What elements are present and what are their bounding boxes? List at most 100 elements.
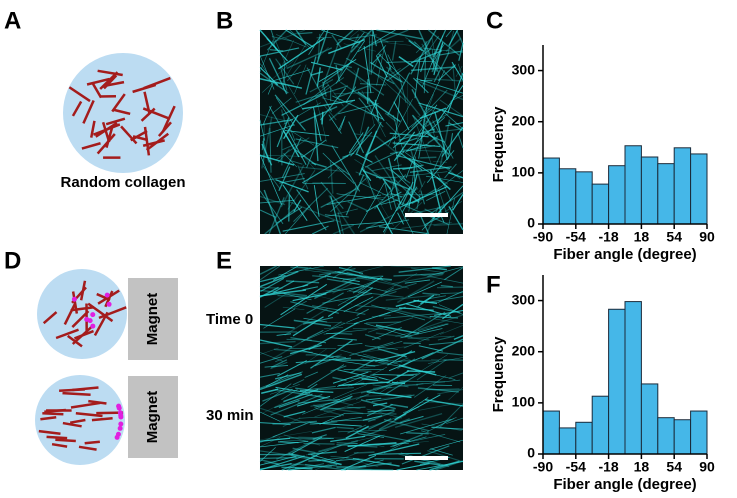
fiber	[392, 114, 405, 154]
fiber	[447, 133, 454, 159]
bar	[575, 421, 593, 455]
bar	[673, 419, 692, 455]
fiber	[332, 265, 353, 279]
fiber	[372, 29, 377, 47]
fiber	[338, 266, 364, 275]
fiber	[259, 119, 266, 141]
time-label: 30 min	[206, 407, 254, 424]
fiber	[259, 66, 279, 86]
fiber	[280, 283, 328, 316]
magnet	[128, 278, 178, 360]
fiber	[394, 171, 448, 178]
fiber	[259, 422, 291, 426]
fiber	[332, 384, 367, 399]
fiber	[359, 107, 367, 134]
fiber	[356, 430, 411, 442]
fiber	[377, 348, 407, 358]
fiber	[310, 400, 343, 407]
fiber	[337, 369, 377, 379]
fiber	[418, 120, 428, 134]
fiber	[264, 293, 287, 308]
fiber	[405, 186, 448, 206]
fiber	[433, 52, 450, 83]
fiber	[259, 383, 292, 407]
fiber	[284, 205, 311, 235]
fiber	[304, 371, 319, 378]
fiber	[347, 424, 367, 434]
bar	[575, 171, 593, 225]
fiber	[282, 417, 301, 428]
fiber	[422, 47, 464, 53]
fiber	[268, 197, 285, 235]
fiber	[292, 447, 316, 454]
fiber	[433, 160, 448, 163]
fiber	[318, 59, 357, 82]
fiber	[415, 37, 432, 54]
fiber	[328, 114, 342, 134]
fiber	[444, 200, 463, 212]
fiber	[111, 93, 126, 113]
fiber	[273, 348, 313, 354]
fiber	[337, 34, 360, 79]
fiber	[259, 373, 303, 391]
fiber	[400, 328, 443, 339]
fiber	[295, 85, 349, 103]
fiber	[441, 303, 464, 320]
bar	[558, 168, 577, 225]
magnet-label: Magnet	[144, 293, 161, 346]
fiber	[340, 81, 376, 106]
fiber	[357, 29, 396, 53]
fiber	[84, 440, 100, 445]
fiber	[414, 104, 438, 147]
bar	[591, 395, 610, 455]
fiber	[433, 42, 444, 76]
fiber	[316, 387, 354, 391]
fiber	[435, 417, 455, 428]
fiber	[93, 311, 109, 337]
fiber	[414, 79, 464, 101]
fiber	[313, 294, 353, 305]
fiber	[389, 186, 398, 212]
fiber	[337, 271, 384, 280]
fiber	[440, 284, 453, 288]
fiber	[420, 156, 437, 159]
fiber	[390, 168, 421, 198]
fiber	[421, 423, 463, 431]
fiber	[390, 436, 427, 447]
fiber	[437, 389, 464, 395]
particle	[90, 312, 96, 318]
fiber	[268, 106, 291, 143]
fiber	[452, 194, 464, 211]
fiber	[395, 323, 448, 337]
fiber	[315, 77, 345, 98]
fiber	[309, 79, 334, 93]
fiber	[313, 112, 319, 162]
fiber	[404, 311, 446, 338]
particle	[87, 318, 93, 324]
fiber	[409, 148, 423, 188]
fiber	[410, 29, 437, 75]
fiber	[430, 42, 446, 65]
fiber	[55, 328, 79, 340]
fiber	[311, 426, 336, 434]
fiber	[371, 327, 402, 341]
fiber	[448, 171, 464, 179]
fiber	[448, 29, 459, 46]
fiber	[274, 393, 313, 409]
fiber	[289, 437, 334, 440]
x-tick-label: -90	[533, 229, 553, 245]
fiber	[445, 122, 464, 127]
fiber	[423, 41, 427, 94]
fiber	[38, 429, 61, 436]
fiber	[336, 29, 354, 46]
fiber	[259, 265, 281, 281]
fiber	[91, 416, 113, 422]
fiber	[407, 281, 443, 298]
fiber	[313, 185, 320, 217]
fiber	[417, 323, 449, 333]
fiber	[371, 394, 415, 403]
fiber	[408, 434, 446, 443]
fiber	[279, 63, 288, 91]
fiber	[363, 46, 372, 94]
fiber	[331, 34, 343, 49]
